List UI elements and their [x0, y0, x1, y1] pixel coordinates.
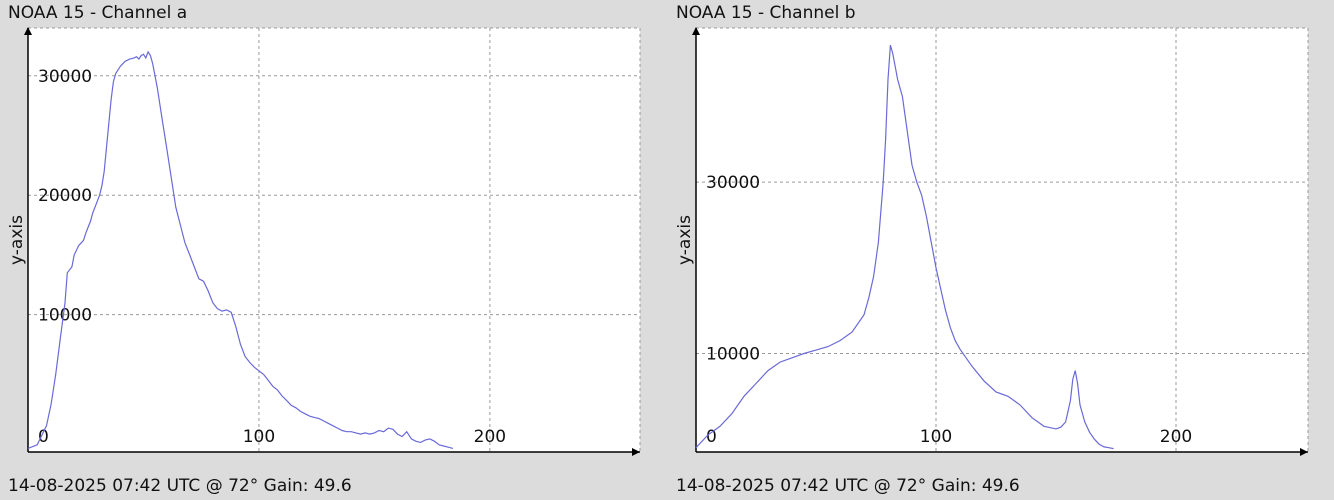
channel-b-y-tick-10000: 10000 — [706, 344, 760, 364]
channel-a-x-tick-200: 200 — [474, 427, 506, 447]
channel-b-x-tick-0: 0 — [706, 427, 717, 447]
channel-b-plot: 0 100 200 10000 30000 y-axis — [675, 27, 1309, 456]
channel-b-x-tick-100: 100 — [920, 427, 952, 447]
channel-a-y-axis-arrow — [24, 27, 32, 35]
channel-b-plot-area — [696, 28, 1308, 452]
channel-a-footer: 14-08-2025 07:42 UTC @ 72° Gain: 49.6 — [8, 476, 352, 496]
channel-a-series-line — [27, 50, 454, 449]
channel-b-y-axis-label: y-axis — [675, 215, 695, 265]
channel-b-panel: NOAA 15 - Channel b 0 100 200 10000 30000 y-a… — [668, 0, 1309, 500]
channel-b-y-axis-arrow — [692, 27, 700, 35]
channel-b-x-tick-200: 200 — [1160, 427, 1192, 447]
channel-b-series-line — [695, 44, 1114, 450]
channel-b-title: NOAA 15 - Channel b — [676, 3, 856, 23]
channel-b-x-axis-arrow — [1300, 448, 1308, 456]
channel-a-plot: 0 100 200 10000 20000 30000 y-axis — [7, 27, 641, 456]
channel-a-y-tick-20000: 20000 — [38, 186, 92, 206]
channel-a-panel: NOAA 15 - Channel a 0 100 200 10000 20000 300… — [0, 0, 641, 500]
channel-a-y-axis-label: y-axis — [7, 215, 27, 265]
channel-a-plot-area — [28, 28, 640, 452]
channel-b-footer: 14-08-2025 07:42 UTC @ 72° Gain: 49.6 — [676, 476, 1020, 496]
channel-a-y-tick-30000: 30000 — [38, 67, 92, 87]
channel-a-y-tick-10000: 10000 — [38, 306, 92, 326]
channel-a-title: NOAA 15 - Channel a — [8, 3, 188, 23]
channel-a-x-axis-arrow — [632, 448, 640, 456]
channel-a-x-tick-100: 100 — [243, 427, 275, 447]
channel-a-x-tick-0: 0 — [38, 427, 49, 447]
channel-b-y-tick-30000: 30000 — [706, 173, 760, 193]
